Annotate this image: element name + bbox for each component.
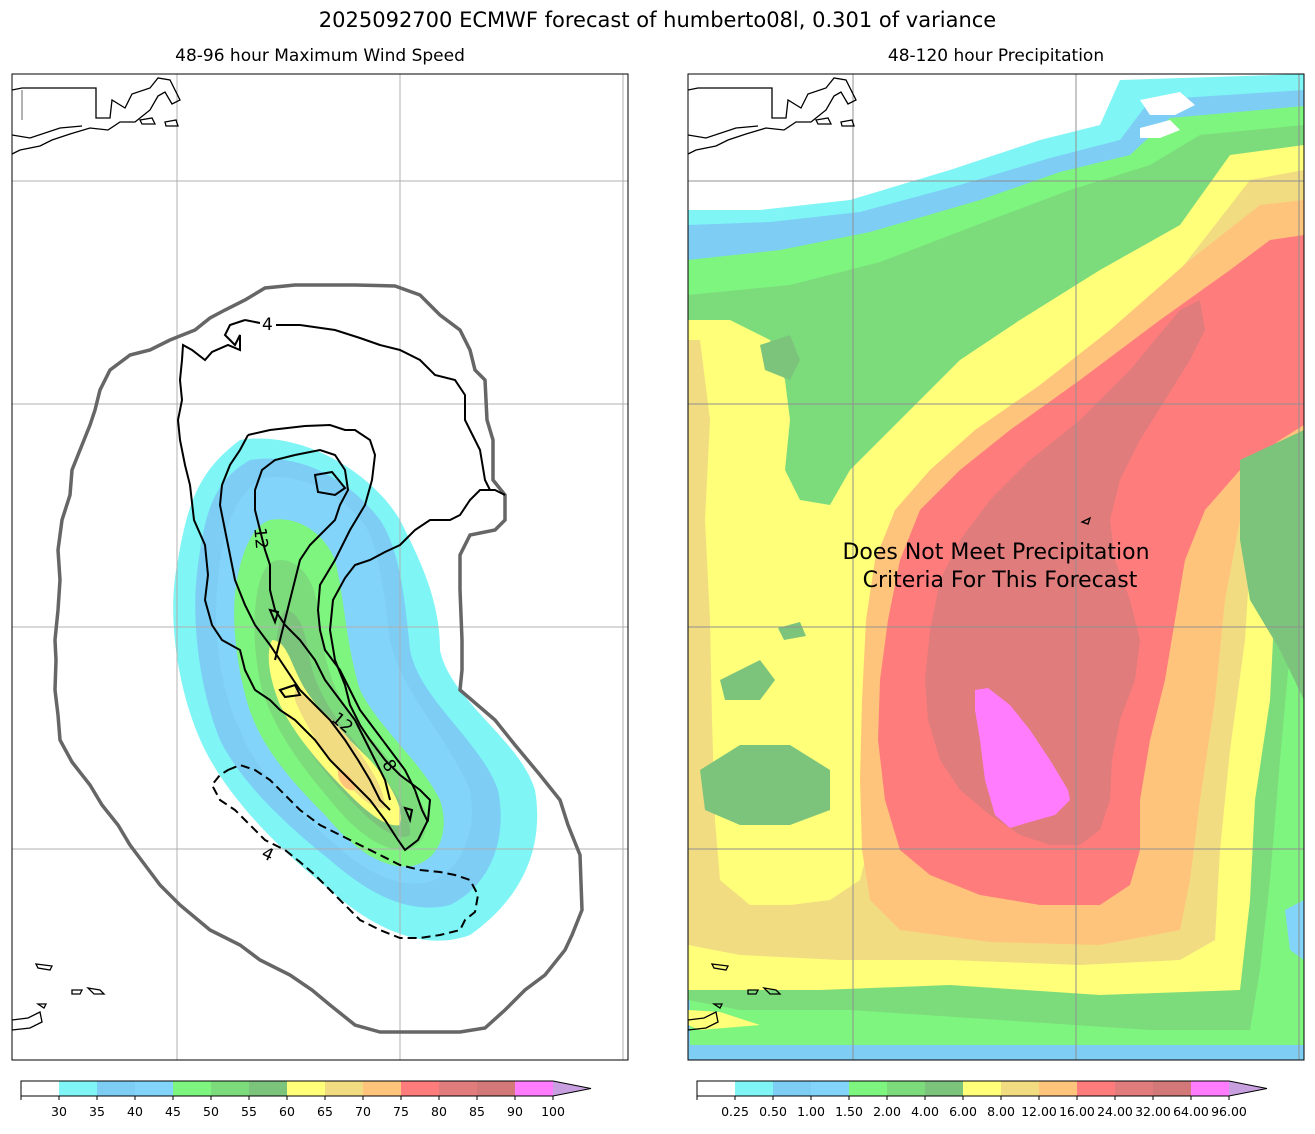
precip-colorbar-tick-label: 12.00 xyxy=(1021,1104,1057,1119)
wind-colorbar-swatch xyxy=(249,1081,287,1096)
contour-label-12-left: 12 xyxy=(249,527,271,550)
precip-colorbar-swatch xyxy=(1191,1081,1229,1096)
wind-colorbar-swatch xyxy=(97,1081,135,1096)
precip-colorbar-tick-label: 16.00 xyxy=(1059,1104,1095,1119)
precip-colorbar-tick-label: 2.00 xyxy=(873,1104,901,1119)
precip-colorbar-swatch xyxy=(811,1081,849,1096)
wind-colorbar-tick-label: 45 xyxy=(165,1104,181,1119)
precip-colorbar-swatch xyxy=(1039,1081,1077,1096)
wind-colorbar-swatch xyxy=(325,1081,363,1096)
wind-colorbar: 30 35 40 45 50 55 60 65 70 75 80 85 90 100 xyxy=(20,1080,592,1119)
wind-colorbar-tick-label: 65 xyxy=(317,1104,333,1119)
wind-colorbar-swatch xyxy=(477,1081,515,1096)
wind-colorbar-tick-label: 40 xyxy=(127,1104,143,1119)
figure-title: 2025092700 ECMWF forecast of humberto08l… xyxy=(318,8,997,32)
precip-colorbar-tick-label: 1.00 xyxy=(797,1104,825,1119)
wind-map-coastlines xyxy=(12,77,181,1031)
wind-colorbar-swatch xyxy=(135,1081,173,1096)
precip-colorbar-swatch xyxy=(963,1081,1001,1096)
precip-colorbar-tick-label: 6.00 xyxy=(949,1104,977,1119)
wind-colorbar-swatch xyxy=(59,1081,97,1096)
precip-colorbar-tick-label: 24.00 xyxy=(1097,1104,1133,1119)
wind-colorbar-tick-label: 50 xyxy=(203,1104,219,1119)
wind-black-contours xyxy=(176,319,506,852)
wind-colorbar-swatch xyxy=(287,1081,325,1096)
precip-map-gridlines xyxy=(688,74,1304,1060)
precip-colorbar-swatch xyxy=(1229,1081,1267,1096)
precip-colorbar-tick-label: 64.00 xyxy=(1173,1104,1209,1119)
wind-colorbar-swatch xyxy=(363,1081,401,1096)
wind-colorbar-swatch xyxy=(21,1081,59,1096)
wind-colorbar-tick-label: 60 xyxy=(279,1104,295,1119)
wind-outer-gray-contour xyxy=(53,283,584,1034)
wind-colorbar-tick-label: 35 xyxy=(89,1104,105,1119)
precip-colorbar-swatch xyxy=(697,1081,735,1096)
precip-colorbar-tick-label: 0.50 xyxy=(759,1104,787,1119)
wind-dashed-contour xyxy=(210,763,480,939)
precip-colorbar-swatch xyxy=(1115,1081,1153,1096)
wind-colorbar-tick-label: 85 xyxy=(469,1104,485,1119)
wind-colorbar-swatch xyxy=(515,1081,553,1096)
precip-map-frame xyxy=(687,73,1305,1061)
wind-colorbar-outline xyxy=(20,1080,592,1097)
wind-map-panel: 4 12 12 8 4 xyxy=(12,74,628,1060)
wind-colorbar-swatch xyxy=(401,1081,439,1096)
wind-colorbar-tick-label: 30 xyxy=(51,1104,67,1119)
wind-colorbar-tick-label: 55 xyxy=(241,1104,257,1119)
precip-message-line2: Criteria For This Forecast xyxy=(863,568,1138,593)
precip-colorbar-tick-label: 96.00 xyxy=(1211,1104,1247,1119)
precip-message-line1: Does Not Meet Precipitation xyxy=(842,540,1149,565)
precip-colorbar-tick-label: 32.00 xyxy=(1135,1104,1171,1119)
precip-colorbar-swatch xyxy=(1077,1081,1115,1096)
precip-map-panel: Does Not Meet Precipitation Criteria For… xyxy=(688,74,1304,1060)
wind-map-frame xyxy=(11,73,629,1061)
wind-colorbar-tick-label: 80 xyxy=(431,1104,447,1119)
precip-colorbar-tick-label: 4.00 xyxy=(911,1104,939,1119)
precip-colorbar-swatch xyxy=(773,1081,811,1096)
precip-colorbar-swatch xyxy=(925,1081,963,1096)
precip-fill xyxy=(688,74,1304,1060)
wind-colorbar-tick-label: 100 xyxy=(541,1104,565,1119)
wind-colorbar-swatch xyxy=(173,1081,211,1096)
wind-colorbar-swatch xyxy=(211,1081,249,1096)
contour-label-4-top: 4 xyxy=(262,315,273,335)
wind-colorbar-swatch xyxy=(553,1081,591,1096)
precip-colorbar-outline xyxy=(696,1080,1268,1097)
precip-panel-title: 48-120 hour Precipitation xyxy=(887,46,1105,66)
precip-colorbar-swatch xyxy=(849,1081,887,1096)
precip-map-coastlines xyxy=(688,77,1092,1031)
wind-colorbar-tick-label: 90 xyxy=(507,1104,523,1119)
wind-colorbar-swatch xyxy=(439,1081,477,1096)
precip-colorbar-swatch xyxy=(735,1081,773,1096)
precip-colorbar-swatch xyxy=(887,1081,925,1096)
wind-colorbar-tick-label: 75 xyxy=(393,1104,409,1119)
precip-colorbar-swatch xyxy=(1001,1081,1039,1096)
precip-colorbar: 0.25 0.50 1.00 1.50 2.00 4.00 6.00 8.00 12.00 16.… xyxy=(696,1080,1268,1119)
wind-panel-title: 48-96 hour Maximum Wind Speed xyxy=(175,46,465,66)
precip-colorbar-tick-label: 8.00 xyxy=(987,1104,1015,1119)
wind-colorbar-tick-label: 70 xyxy=(355,1104,371,1119)
precip-colorbar-tick-label: 1.50 xyxy=(835,1104,863,1119)
precip-colorbar-tick-label: 0.25 xyxy=(721,1104,749,1119)
precip-colorbar-swatch xyxy=(1153,1081,1191,1096)
